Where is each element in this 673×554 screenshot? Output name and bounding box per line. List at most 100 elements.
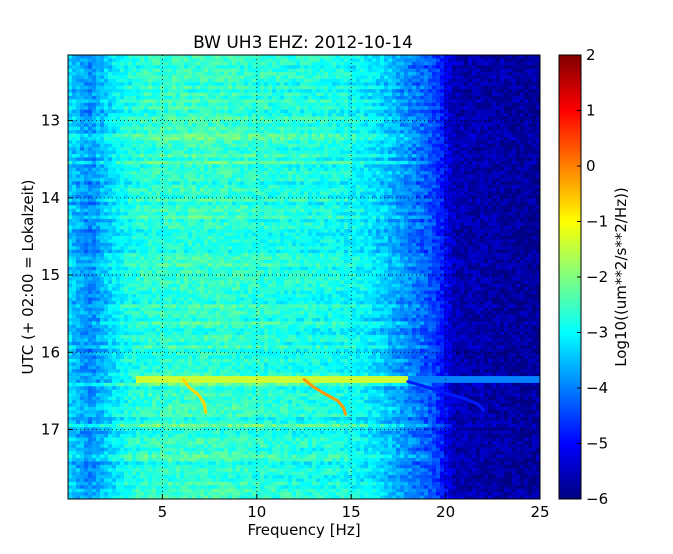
heatmap-cell [72,102,77,107]
heatmap-cell [236,130,241,134]
heatmap-cell [332,126,337,131]
heatmap-cell [496,181,501,186]
heatmap-cell [464,65,469,70]
heatmap-cell [416,126,421,131]
heatmap-cell [452,188,457,193]
heatmap-cell [136,58,141,63]
heatmap-cell [416,85,421,90]
heatmap-cell [260,181,265,186]
heatmap-cell [132,174,137,179]
heatmap-cell [164,136,169,141]
heatmap-cell [412,78,417,83]
heatmap-cell [248,181,253,186]
heatmap-cell [352,92,357,97]
heatmap-cell [368,184,373,189]
heatmap-cell [432,195,437,199]
heatmap-cell [116,85,121,90]
heatmap-cell [228,154,233,158]
heatmap-cell [164,181,169,186]
heatmap-cell [312,82,317,87]
heatmap-cell [380,55,385,59]
heatmap-cell [140,58,145,63]
heatmap-cell [484,123,489,128]
heatmap-cell [188,58,193,63]
heatmap-cell [196,89,201,93]
heatmap-cell [436,171,441,175]
heatmap-cell [80,72,85,76]
heatmap-cell [244,65,249,70]
heatmap-cell [312,65,317,70]
heatmap-cell [496,65,501,70]
heatmap-cell [472,116,477,121]
heatmap-cell [212,147,217,152]
heatmap-cell [228,164,233,169]
heatmap-cell [344,119,349,124]
heatmap-cell [364,106,369,111]
heatmap-cell [272,85,277,90]
heatmap-cell [80,143,85,148]
heatmap-cell [248,171,253,175]
heatmap-cell [404,95,409,100]
heatmap-cell [228,188,233,193]
heatmap-cell [196,157,201,162]
heatmap-cell [324,164,329,169]
heatmap-cell [280,85,285,90]
heatmap-cell [200,195,205,199]
heatmap-cell [204,143,209,148]
heatmap-cell [240,82,245,87]
heatmap-cell [276,65,281,70]
heatmap-cell [320,191,325,196]
heatmap-cell [252,133,257,138]
heatmap-cell [360,92,365,97]
heatmap-cell [100,58,105,63]
heatmap-cell [320,89,325,93]
heatmap-cell [412,82,417,87]
heatmap-cell [460,106,465,111]
heatmap-cell [416,68,421,73]
heatmap-cell [336,177,341,182]
heatmap-cell [416,130,421,134]
heatmap-cell [148,78,153,83]
heatmap-cell [200,143,205,148]
heatmap-cell [364,75,369,80]
heatmap-cell [528,164,533,169]
heatmap-cell [492,140,497,145]
heatmap-cell [148,61,153,66]
heatmap-cell [300,102,305,107]
heatmap-cell [108,133,113,138]
heatmap-cell [380,78,385,83]
heatmap-cell [220,195,225,199]
heatmap-cell [228,89,233,93]
heatmap-cell [352,116,357,121]
heatmap-cell [388,72,393,76]
heatmap-cell [120,75,125,80]
heatmap-cell [432,119,437,124]
heatmap-cell [328,150,333,155]
heatmap-cell [244,167,249,172]
heatmap-cell [196,95,201,100]
heatmap-cell [456,119,461,124]
heatmap-cell [212,133,217,138]
heatmap-cell [420,95,425,100]
heatmap-cell [196,174,201,179]
heatmap-cell [440,55,445,59]
heatmap-cell [320,106,325,111]
heatmap-cell [328,65,333,70]
heatmap-cell [320,68,325,73]
heatmap-cell [504,157,509,162]
heatmap-cell [132,61,137,66]
heatmap-cell [152,171,157,175]
heatmap-cell [216,171,221,175]
heatmap-cell [424,136,429,141]
heatmap-cell [240,181,245,186]
heatmap-cell [340,143,345,148]
heatmap-cell [120,126,125,131]
heatmap-cell [356,130,361,134]
heatmap-cell [528,123,533,128]
heatmap-cell [400,85,405,90]
heatmap-cell [208,154,213,158]
heatmap-cell [156,150,161,155]
heatmap-cell [148,154,153,158]
heatmap-cell [420,140,425,145]
heatmap-cell [360,61,365,66]
